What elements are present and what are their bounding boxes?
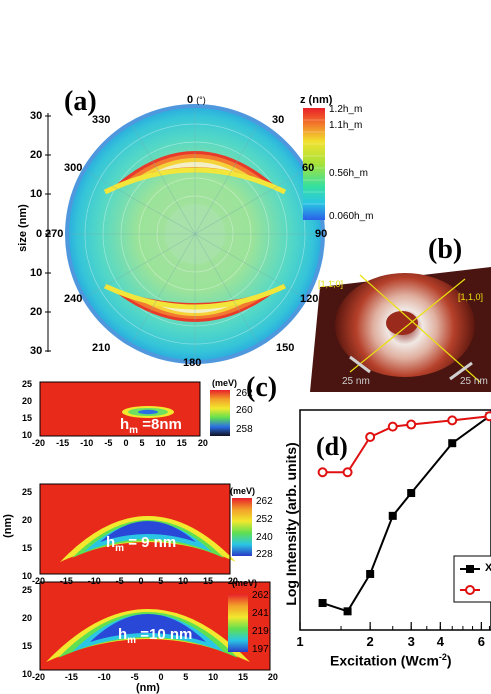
- c1-x-ticks: -20 -15 -10 -5 0 5 10 15 20: [32, 438, 208, 448]
- d-x-tick-label: 6: [478, 634, 485, 649]
- c3-x-ticks: -20 -15 -10 -5 0 5 10 15 20: [32, 672, 278, 682]
- afm-image: [310, 267, 491, 392]
- angle-label-0: 0 (°): [187, 94, 206, 106]
- d-x-axis-label: Excitation (Wcm-2): [330, 652, 452, 669]
- angle-label-180: 180: [183, 357, 202, 369]
- cb-label-2: 1.1h_m: [329, 120, 363, 131]
- c1-colorbar: [210, 390, 230, 436]
- d-x-tick-label: 2: [367, 634, 374, 649]
- panel-a-svg: [45, 104, 325, 364]
- angle-label-330: 330: [92, 114, 111, 126]
- polar-gridlines: [69, 108, 321, 360]
- c1-cb-title: (meV): [212, 378, 238, 388]
- c3-cb-label-3: 219: [252, 626, 269, 637]
- d-point-circle: [406, 419, 417, 430]
- d-legend-box: [453, 555, 491, 603]
- y-tick-30: 30: [30, 110, 43, 122]
- d-point-square: [343, 607, 352, 616]
- cb-label-3: 0.56h_m: [329, 168, 368, 179]
- cb-label-4: 0.060h_m: [329, 211, 374, 222]
- d-legend-marker-1: [465, 585, 475, 595]
- c1-hm-label: hm =8nm: [120, 416, 182, 436]
- d-point-square: [366, 569, 375, 578]
- y-axis-label: size (nm): [17, 204, 29, 252]
- afm-dir-label-2: [1,1,0]: [458, 292, 484, 302]
- panel-b: (b) [1,1̄,0] [1,1,0] 25 nm 25 nm: [310, 232, 491, 392]
- y-tick-20b: 20: [30, 306, 43, 318]
- c-x-axis-label: (nm): [136, 682, 160, 694]
- y-tick-0: 0: [36, 228, 43, 240]
- c3-cb-title: (meV): [232, 578, 258, 588]
- c2-cb-title: (meV): [230, 486, 256, 496]
- d-point-circle: [447, 415, 458, 426]
- c1-y-ticks: 25 20 15 10: [22, 379, 33, 440]
- d-point-square: [448, 439, 457, 448]
- top-crescent: [110, 151, 280, 190]
- c3-cb-label-1: 262: [252, 590, 269, 601]
- panel-a-label: (a): [64, 86, 97, 117]
- angle-label-30: 30: [272, 114, 285, 126]
- afm-scale-1: 25 nm: [342, 376, 370, 387]
- d-legend-label-x: X: [485, 562, 491, 574]
- c2-cb-label-1: 262: [256, 496, 273, 507]
- panel-d-chart: 1 2 3 4 6: [296, 409, 491, 649]
- c2-cb-label-3: 240: [256, 532, 273, 543]
- c3-cb-label-2: 241: [252, 608, 269, 619]
- y-tick-20: 20: [30, 149, 43, 161]
- panel-d: 1 2 3 4 6 (d) Log Intensity (arb. units) Exc…: [268, 396, 491, 694]
- c-y-axis-label: (nm): [1, 514, 14, 538]
- angle-label-150: 150: [276, 342, 295, 354]
- y-tick-10: 10: [30, 188, 43, 200]
- afm-dir-label-1: [1,1̄,0]: [318, 279, 344, 289]
- panel-a: (a) 0 (°) 30 60 90 120 150 180 210 240 2…: [17, 86, 374, 369]
- panel-d-label: (d): [316, 432, 348, 461]
- c2-hm-label: hm = 9 nm: [106, 534, 177, 554]
- d-point-square: [318, 599, 327, 608]
- d-x-tick-label: 4: [437, 634, 445, 649]
- angle-label-300: 300: [64, 162, 83, 174]
- d-point-circle: [365, 431, 376, 442]
- angle-label-270: 270: [45, 228, 64, 240]
- d-x-tick-label: 1: [296, 634, 303, 649]
- panel-c: (c): [0, 372, 285, 694]
- panel-c-label: (c): [246, 372, 278, 403]
- cb-label-1: 1.2h_m: [329, 104, 363, 115]
- d-point-circle: [342, 467, 353, 478]
- d-plot-frame: [299, 409, 491, 631]
- c3-y-ticks: 25 20 15 10: [22, 585, 33, 679]
- c2-colorbar: [232, 498, 252, 556]
- c1-cb-label-1: 262: [236, 388, 253, 399]
- c3-cb-label-4: 197: [252, 644, 269, 655]
- angle-label-90: 90: [315, 228, 328, 240]
- panel-c-svg: [39, 381, 271, 671]
- panel-b-label: (b): [428, 234, 463, 265]
- angle-label-240: 240: [64, 293, 83, 305]
- angle-label-120: 120: [300, 293, 319, 305]
- c2-cb-label-4: 228: [256, 549, 273, 560]
- angle-label-60: 60: [302, 162, 315, 174]
- c1-cb-label-2: 260: [236, 405, 253, 416]
- d-point-square: [407, 489, 416, 498]
- polar-contours: [84, 123, 306, 345]
- c1-cb-label-3: 258: [236, 424, 253, 435]
- c3-hm-label: hm =10 nm: [118, 626, 193, 646]
- d-point-square: [388, 511, 397, 520]
- y-tick-30b: 30: [30, 345, 43, 357]
- y-tick-10b: 10: [30, 267, 43, 279]
- angle-label-210: 210: [92, 342, 111, 354]
- d-point-circle: [387, 421, 398, 432]
- c3-colorbar: [228, 594, 248, 652]
- c2-x-ticks: -20 -15 -10 -5 0 5 10 15 20: [32, 576, 238, 586]
- d-point-circle: [317, 467, 328, 478]
- d-y-axis-label: Log Intensity (arb. units): [283, 442, 299, 606]
- d-legend-marker-0: [466, 565, 474, 573]
- colorbar-title: z (nm): [300, 94, 333, 106]
- d-x-tick-label: 3: [408, 634, 415, 649]
- d-point-circle: [484, 411, 491, 422]
- c2-y-ticks: 25 20 15 10: [22, 487, 33, 581]
- c1-plot-bg: [40, 382, 200, 436]
- c2-cb-label-2: 252: [256, 514, 273, 525]
- afm-scale-2: 25 nm: [460, 376, 488, 387]
